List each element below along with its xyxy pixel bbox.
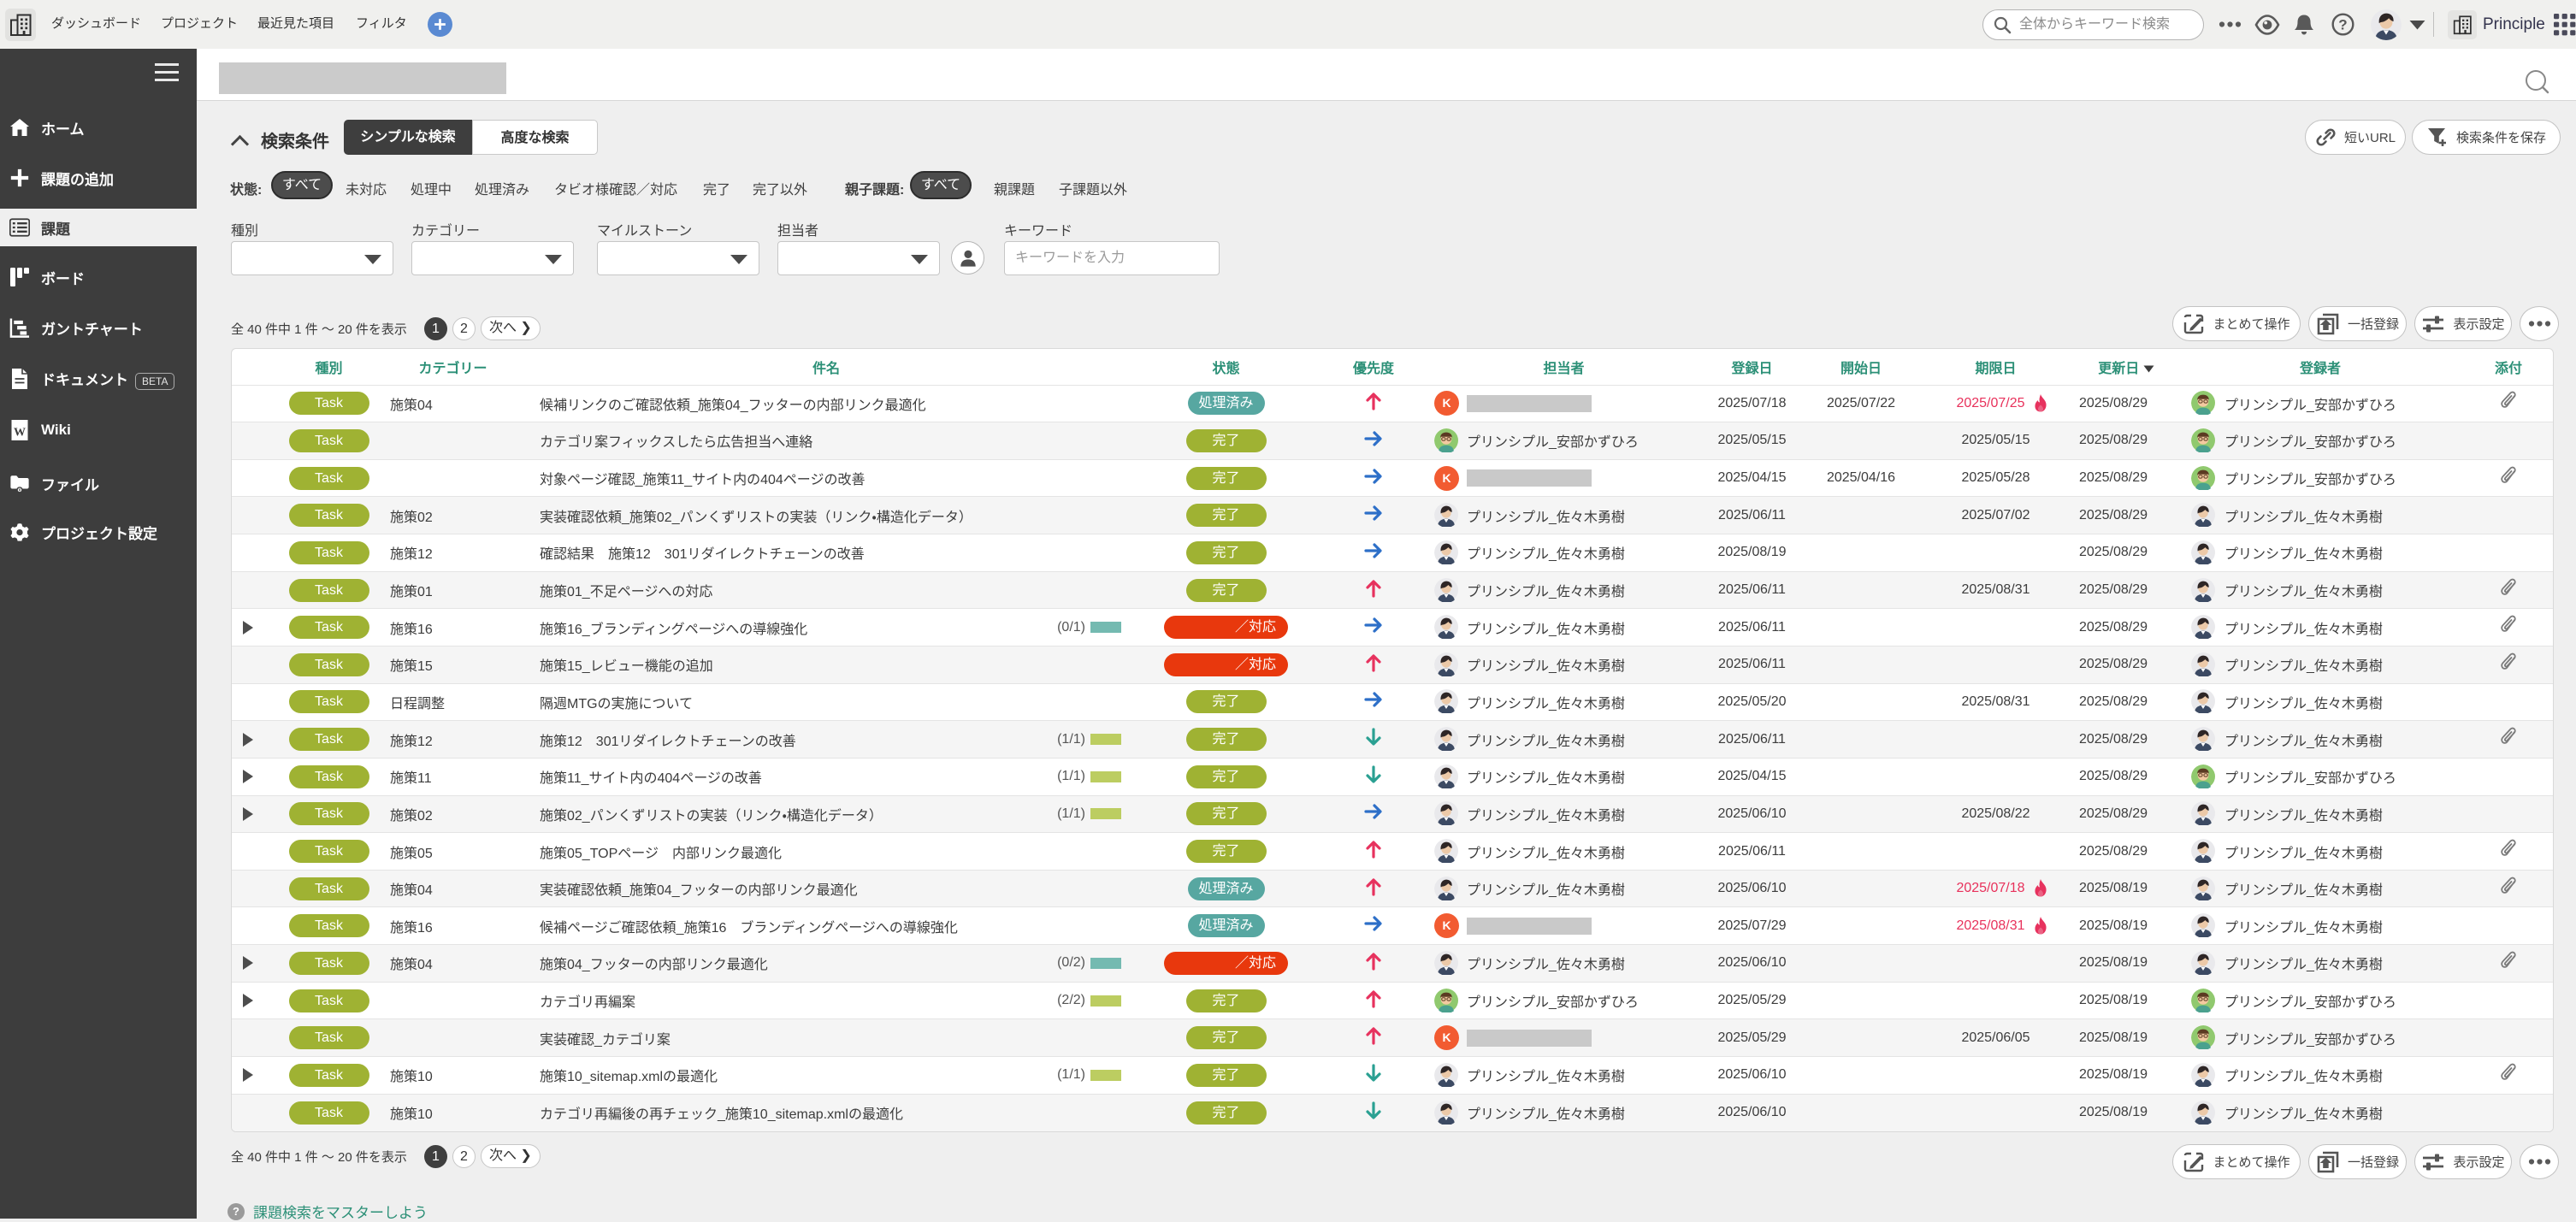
svg-text:?: ?: [2338, 17, 2347, 33]
svg-text:W: W: [14, 427, 26, 440]
